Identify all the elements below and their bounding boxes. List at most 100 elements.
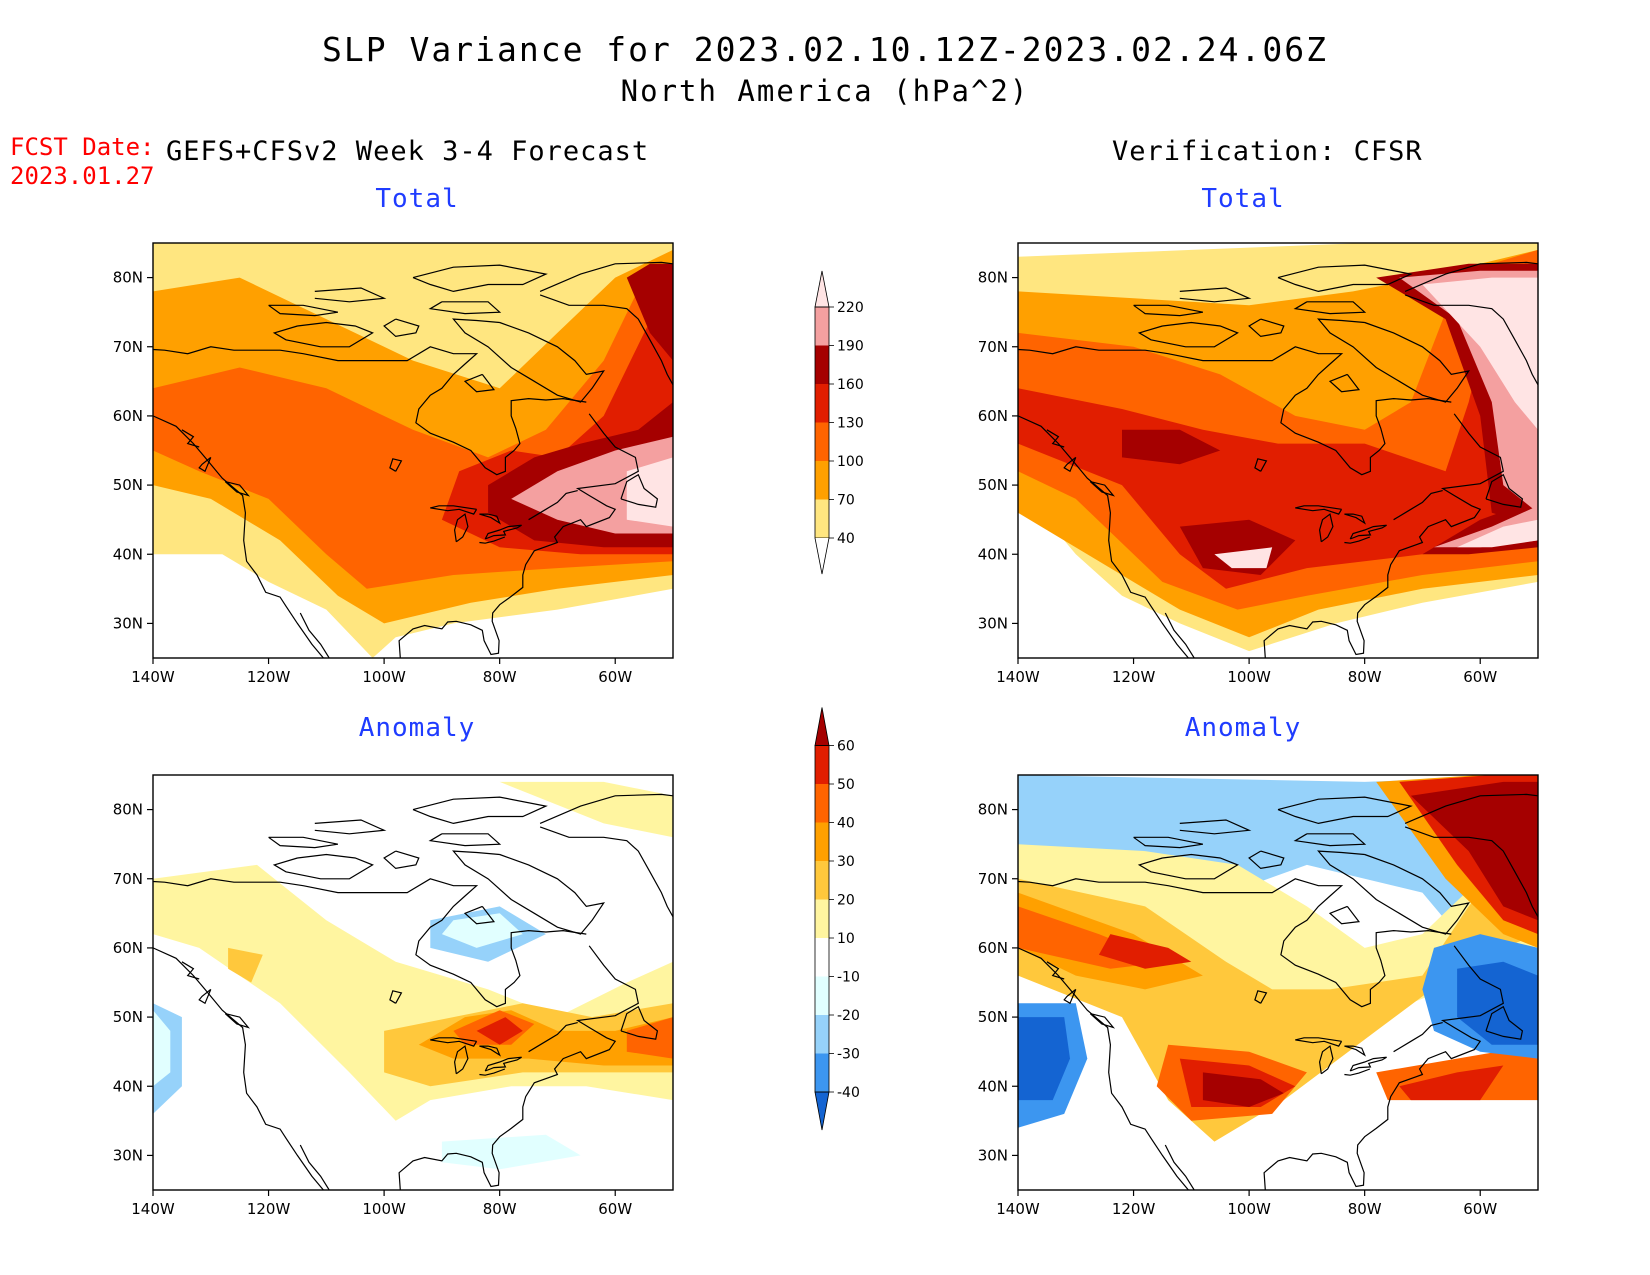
coastline (1018, 947, 1189, 1190)
colorbar-tick-label: 60 (837, 739, 855, 755)
fcst-date-label: FCST Date: (10, 133, 155, 161)
coastline (1344, 536, 1371, 544)
colorbar-tick-label: 160 (837, 377, 864, 393)
colorbar-tick-label: 130 (837, 416, 864, 432)
colorbar-segment (815, 784, 829, 823)
coastline (272, 853, 374, 880)
coastline (430, 505, 478, 515)
lat-tick-label: 80N (978, 801, 1008, 819)
coastline (224, 1013, 251, 1029)
coastline (428, 301, 502, 315)
lon-tick-label: 80W (1348, 1200, 1382, 1218)
contour-fill (1422, 277, 1538, 430)
coastline (272, 321, 374, 348)
colorbar-segment (815, 422, 829, 461)
coastline (528, 1022, 578, 1053)
lat-tick-label: 70N (978, 870, 1008, 888)
coastline (1179, 819, 1252, 835)
coastline (1393, 490, 1443, 521)
coastline (1046, 961, 1065, 980)
coastline (198, 456, 212, 473)
colorbar-segment (815, 461, 829, 500)
coastline (268, 836, 339, 849)
coastline (539, 294, 673, 386)
coastline (181, 429, 200, 448)
contour-fill (1018, 775, 1538, 983)
colorbar-tick-label: 40 (837, 531, 855, 547)
contour-fill (626, 263, 673, 361)
colorbar-tick-label: -20 (837, 1008, 860, 1024)
coastline (1349, 524, 1387, 540)
coastline (453, 1045, 469, 1075)
contour-fill (1098, 934, 1192, 969)
coastline (1164, 612, 1195, 658)
coastline (1393, 1022, 1443, 1053)
lat-tick-label: 50N (978, 476, 1008, 494)
colorbar-segment (815, 822, 829, 861)
coastline (1133, 304, 1204, 317)
map-frame (1017, 242, 1539, 659)
coastline (198, 988, 212, 1005)
lat-tick-label: 30N (113, 614, 143, 632)
colorbar-segment (815, 1053, 829, 1092)
contour-fill (1214, 547, 1273, 569)
panel-title-forecast-total: Total (375, 184, 459, 214)
coastline (1248, 318, 1285, 338)
coastline (539, 261, 673, 292)
lon-tick-label: 140W (996, 1200, 1040, 1218)
map-panel-forecast-total: 140W 120W 100W 80W 60W 80N 70N 60N 50N 40N 30N (113, 242, 674, 686)
contour-fill (1410, 781, 1538, 921)
colorbar-tick-label: -40 (837, 1085, 860, 1101)
lat-tick-label: 50N (113, 1008, 143, 1026)
coastline (1164, 1144, 1195, 1190)
lat-tick-label: 40N (113, 1077, 143, 1095)
colorbar-tick-label: 190 (837, 339, 864, 355)
lon-tick-label: 60W (1463, 668, 1497, 686)
contour-fill (1018, 823, 1538, 1142)
lat-tick-label: 50N (113, 476, 143, 494)
lon-tick-label: 60W (598, 1200, 632, 1218)
panel-title-forecast-anomaly: Anomaly (358, 713, 476, 743)
coastline (539, 826, 673, 918)
colorbar-frame (814, 745, 830, 1093)
coastline (1295, 505, 1343, 515)
colorbar-tick-label: 30 (837, 854, 855, 870)
colorbar-anomaly: -40 -30 -20 -10 10 20 30 40 50 60 (814, 707, 860, 1131)
coastline (1263, 413, 1504, 658)
colorbar-tick-label: 220 (837, 300, 864, 316)
coastline (1404, 793, 1538, 824)
figure-subtitle: North America (hPa^2) (620, 74, 1030, 108)
lon-tick-label: 120W (247, 1200, 291, 1218)
lon-tick-label: 140W (996, 668, 1040, 686)
coastline (1179, 287, 1252, 303)
coastline (153, 415, 324, 658)
colorbar-segment (815, 1015, 829, 1054)
figure-title: SLP Variance for 2023.02.10.12Z-2023.02.… (322, 30, 1328, 69)
coastline (1089, 1013, 1116, 1029)
coastline (383, 850, 420, 870)
colorbar-segment (815, 861, 829, 900)
coastline (463, 905, 496, 925)
coastline (463, 373, 496, 393)
colorbar-segment (815, 345, 829, 384)
coastline (452, 850, 606, 935)
colorbar-segment (815, 938, 829, 977)
coastline (479, 513, 501, 525)
coastline (1485, 1005, 1524, 1040)
contour-fill (441, 1134, 581, 1170)
coastline (479, 1045, 501, 1057)
coastline (153, 947, 324, 1190)
coastline (412, 796, 548, 825)
coastline (484, 1056, 522, 1072)
forecast-column-header: GEFS+CFSv2 Week 3-4 Forecast (166, 136, 650, 167)
colorbar-bottom-triangle (814, 1091, 830, 1131)
coastline (1263, 945, 1504, 1190)
lon-tick-label: 140W (131, 668, 175, 686)
contour-fill (441, 913, 523, 948)
coastline (224, 481, 251, 497)
contour-fill (1018, 263, 1538, 589)
coastline (314, 287, 387, 303)
lon-tick-label: 100W (1227, 668, 1271, 686)
lat-tick-label: 30N (113, 1146, 143, 1164)
lat-tick-label: 70N (978, 338, 1008, 356)
